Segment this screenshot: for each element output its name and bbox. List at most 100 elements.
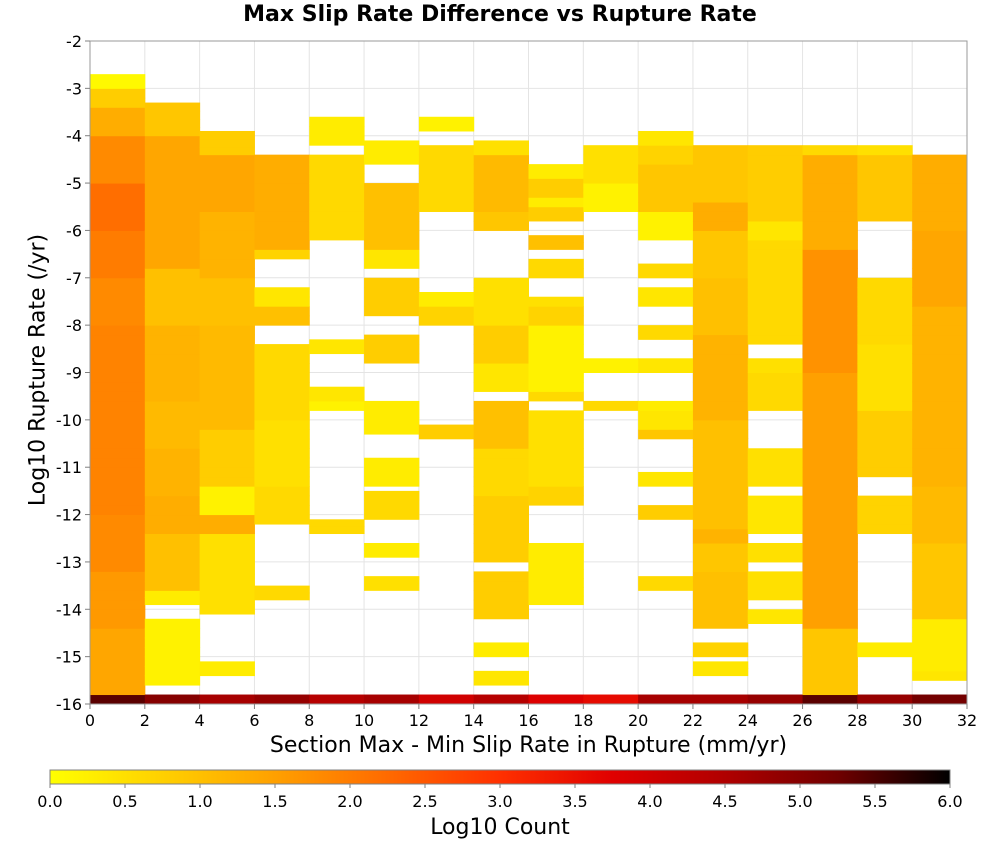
heatmap-cell	[912, 618, 968, 628]
heatmap-cell	[912, 154, 968, 165]
heatmap-cell	[802, 410, 858, 421]
heatmap-cell	[692, 183, 749, 194]
heatmap-cell	[254, 287, 310, 298]
heatmap-cell	[912, 381, 968, 392]
heatmap-cell	[90, 505, 146, 516]
heatmap-cell	[692, 649, 749, 658]
heatmap-cell	[528, 171, 584, 179]
heatmap-cell	[638, 365, 694, 373]
heatmap-cells	[90, 74, 968, 705]
heatmap-cell	[747, 220, 804, 231]
heatmap-cell	[364, 500, 420, 511]
heatmap-cell	[473, 476, 529, 487]
heatmap-cell	[802, 202, 858, 212]
heatmap-cell	[528, 486, 584, 497]
heatmap-cell	[473, 590, 529, 601]
heatmap-cell	[857, 505, 913, 516]
heatmap-cell	[418, 154, 475, 165]
heatmap-cell	[90, 107, 146, 118]
heatmap-cell	[802, 514, 858, 525]
heatmap-cell	[692, 372, 749, 383]
heatmap-cell	[364, 258, 420, 269]
heatmap-cell	[473, 211, 529, 222]
heatmap-cell	[692, 590, 749, 601]
heatmap-cell	[309, 164, 365, 175]
heatmap-cell	[364, 409, 420, 418]
heatmap-cell	[747, 258, 804, 269]
heatmap-cell	[90, 618, 146, 629]
x-tick-label: 16	[518, 711, 538, 730]
heatmap-cell	[199, 353, 255, 364]
heatmap-cell	[199, 553, 255, 565]
heatmap-cell	[857, 183, 913, 194]
heatmap-cell	[199, 230, 255, 241]
heatmap-cell	[528, 560, 584, 570]
heatmap-cell	[309, 202, 365, 212]
heatmap-cell	[747, 542, 804, 553]
heatmap-cell	[638, 173, 694, 184]
x-axis-label: Section Max - Min Slip Rate in Rupture (…	[269, 733, 788, 758]
heatmap-cell	[90, 230, 146, 241]
heatmap-cell	[912, 173, 968, 184]
x-tick-label: 26	[792, 711, 812, 730]
heatmap-cell	[364, 334, 420, 345]
heatmap-cell	[144, 220, 201, 231]
heatmap-cell	[254, 154, 310, 165]
heatmap-cell	[747, 287, 804, 298]
heatmap-cell	[583, 164, 639, 175]
heatmap-cell	[199, 220, 255, 231]
heatmap-cell	[638, 154, 694, 165]
heatmap-cell	[199, 476, 255, 487]
heatmap-cell	[857, 400, 913, 411]
heatmap-cell	[473, 514, 529, 525]
heatmap-cell	[418, 306, 475, 317]
heatmap-cell	[802, 457, 858, 468]
heatmap-cell	[692, 154, 749, 165]
heatmap-cell	[692, 202, 749, 212]
heatmap-cell	[912, 561, 968, 572]
heatmap-cell	[473, 524, 529, 535]
x-tick-label: 22	[683, 711, 703, 730]
heatmap-cell	[90, 429, 146, 440]
heatmap-cell	[692, 164, 749, 175]
y-axis-label: Log10 Rupture Rate (/yr)	[25, 233, 51, 507]
heatmap-cell	[199, 505, 255, 516]
heatmap-cell	[90, 419, 146, 430]
heatmap-cell	[857, 429, 913, 440]
heatmap-cell	[199, 486, 255, 497]
heatmap-cell	[199, 363, 255, 373]
heatmap-cell	[692, 249, 749, 260]
heatmap-cell	[638, 211, 694, 222]
heatmap-cell	[254, 202, 310, 212]
heatmap-cell	[747, 365, 804, 373]
heatmap-cell	[747, 192, 804, 203]
heatmap-cell	[199, 258, 255, 269]
heatmap-cell	[638, 183, 694, 194]
heatmap-cell	[254, 400, 310, 411]
heatmap-cell	[254, 694, 310, 705]
colorbar-tick-label: 2.0	[337, 792, 362, 811]
heatmap-cell	[802, 363, 858, 373]
heatmap-cell	[692, 344, 749, 355]
heatmap-cell	[309, 386, 365, 402]
heatmap-cell	[638, 325, 694, 333]
heatmap-cell	[747, 268, 804, 279]
heatmap-cell	[144, 533, 201, 544]
heatmap-cell	[802, 618, 858, 629]
heatmap-cell	[199, 467, 255, 478]
heatmap-cell	[528, 164, 584, 172]
heatmap-cell	[747, 571, 804, 582]
heatmap-cell	[912, 344, 968, 355]
heatmap-cell	[199, 400, 255, 411]
heatmap-cell	[473, 486, 529, 497]
heatmap-cell	[802, 400, 858, 411]
heatmap-cell	[364, 576, 420, 591]
heatmap-cell	[473, 202, 529, 212]
heatmap-cell	[144, 249, 201, 260]
heatmap-cell	[199, 334, 255, 345]
heatmap-cell	[857, 296, 913, 307]
heatmap-cell	[199, 391, 255, 402]
heatmap-cell	[199, 306, 255, 317]
heatmap-cell	[528, 206, 584, 222]
heatmap-cell	[857, 325, 913, 336]
